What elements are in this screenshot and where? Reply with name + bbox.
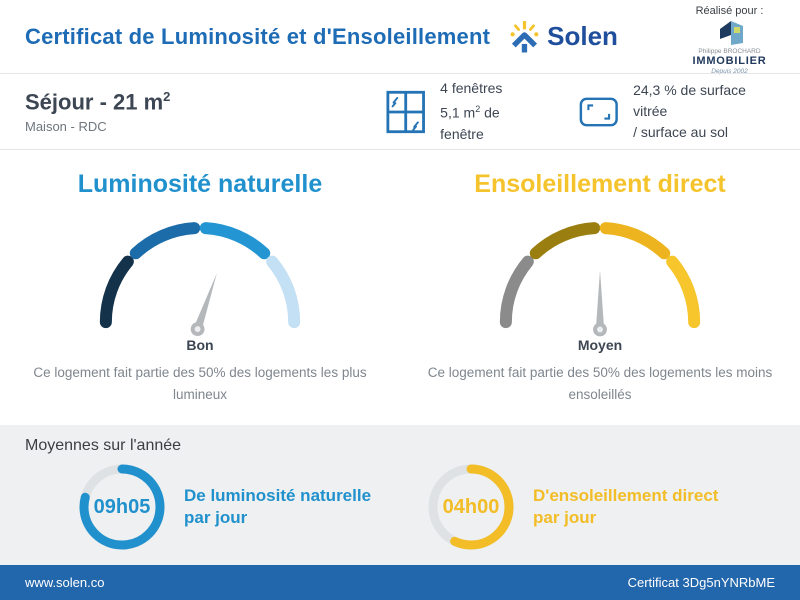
client-block: Réalisé pour : Philippe BROCHARD IMMOBIL…: [677, 0, 782, 75]
gauges-section: Luminosité naturelle Bon Ce logement fai…: [0, 150, 800, 425]
gauge-needle: [593, 270, 607, 337]
avg-ensoleillement: 04h00 D'ensoleillement direct par jour: [400, 463, 775, 551]
windows-area: 5,1 m2 de fenêtre: [440, 104, 500, 142]
gauge-luminosite: Luminosité naturelle Bon Ce logement fai…: [0, 150, 400, 425]
gauge-rating-luminosite: Bon: [186, 337, 214, 353]
floor-area-icon: [579, 97, 618, 126]
luminosite-ring: 09h05: [78, 463, 166, 551]
page-title: Certificat de Luminosité et d'Ensoleille…: [25, 23, 491, 49]
windows-info: 4 fenêtres 5,1 m2 de fenêtre: [386, 78, 541, 145]
footer-certificate-id: Certificat 3Dg5nYNRbME: [627, 575, 775, 590]
glazing-ratio-2: / surface au sol: [633, 124, 729, 140]
gauge-segments: [499, 222, 701, 329]
ensoleillement-ring-svg: [428, 464, 514, 550]
ring-progress: [79, 464, 165, 550]
ensoleillement-gauge: [499, 222, 701, 337]
client-company: IMMOBILIER: [692, 55, 767, 67]
client-house-icon: [719, 21, 743, 45]
ring-progress: [428, 464, 514, 550]
gauge-segments: [99, 222, 301, 329]
room-subtitle: Maison - RDC: [25, 118, 107, 134]
averages-panel: Moyennes sur l'année 09h05 De luminosité…: [0, 425, 800, 565]
footer: www.solen.co Certificat 3Dg5nYNRbME: [0, 565, 800, 600]
solen-logo: Solen: [510, 20, 618, 53]
avg-luminosite: 09h05 De luminosité naturelle par jour: [25, 463, 400, 551]
ensoleillement-avg-label: D'ensoleillement direct par jour: [533, 486, 719, 527]
gauge-title-luminosite: Luminosité naturelle: [77, 170, 323, 198]
gauge-desc-luminosite: Ce logement fait partie des 50% des loge…: [33, 365, 367, 402]
gauge-rating-ensoleillement: Moyen: [577, 337, 623, 353]
client-tagline: Depuis 2002: [711, 68, 748, 75]
solen-brand-name: Solen: [547, 21, 618, 51]
ensoleillement-hours: 04h00: [442, 495, 500, 518]
averages-title: Moyennes sur l'année: [25, 437, 182, 454]
gauge-ensoleillement: Ensoleillement direct Moyen Ce logement …: [400, 150, 800, 425]
glazing-info: 24,3 % de surface vitrée / surface au so…: [579, 80, 775, 143]
windows-count: 4 fenêtres: [440, 80, 503, 97]
glazing-ratio: 24,3 % de surface vitrée: [633, 82, 746, 119]
averages-rows: 09h05 De luminosité naturelle par jour 0…: [25, 463, 775, 551]
ensoleillement-ring: 04h00: [427, 463, 515, 551]
room-title: Séjour - 21 m2: [25, 89, 171, 115]
glazing-text: 24,3 % de surface vitrée / surface au so…: [633, 80, 775, 143]
room-info-bar: Séjour - 21 m2 Maison - RDC 4 fenêtres 5…: [0, 73, 800, 150]
realise-pour-label: Réalisé pour :: [695, 5, 764, 17]
gauge-desc-ensoleillement: Ce logement fait partie des 50% des loge…: [427, 365, 773, 402]
footer-website-link[interactable]: www.solen.co: [25, 575, 105, 590]
windows-text: 4 fenêtres 5,1 m2 de fenêtre: [440, 78, 540, 145]
room-block: Séjour - 21 m2 Maison - RDC: [25, 89, 386, 133]
solen-house-sun-icon: [510, 20, 539, 52]
luminosite-hours: 09h05: [93, 495, 151, 518]
luminosite-gauge: [99, 222, 301, 337]
luminosite-avg-label: De luminosité naturelle par jour: [184, 486, 372, 527]
window-grid-icon: [386, 90, 425, 133]
gauge-title-ensoleillement: Ensoleillement direct: [474, 170, 726, 198]
gauge-needle: [190, 273, 217, 337]
client-name: Philippe BROCHARD: [698, 48, 761, 55]
luminosite-ring-svg: [79, 464, 165, 550]
header: Certificat de Luminosité et d'Ensoleille…: [0, 0, 800, 75]
